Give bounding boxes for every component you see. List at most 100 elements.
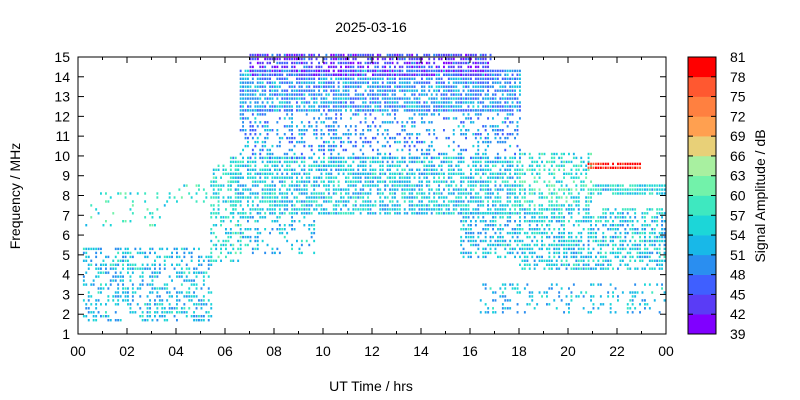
heatmap-cell bbox=[509, 243, 512, 247]
heatmap-cell bbox=[122, 291, 124, 294]
heatmap-cell bbox=[283, 125, 286, 128]
heatmap-cell bbox=[315, 168, 318, 171]
heatmap-cell bbox=[499, 243, 502, 247]
heatmap-cell bbox=[519, 93, 521, 96]
heatmap-cell bbox=[629, 251, 632, 255]
heatmap-cell bbox=[479, 136, 482, 140]
heatmap-cell bbox=[225, 200, 227, 203]
heatmap-cell bbox=[340, 53, 342, 57]
heatmap-cell bbox=[484, 73, 487, 76]
heatmap-cell bbox=[239, 73, 242, 76]
heatmap-cell bbox=[597, 243, 600, 247]
heatmap-cell bbox=[536, 231, 539, 235]
heatmap-cell bbox=[325, 200, 328, 203]
heatmap-cell bbox=[421, 57, 423, 61]
heatmap-cell bbox=[207, 299, 210, 302]
heatmap-cell bbox=[408, 57, 411, 61]
heatmap-cell bbox=[261, 192, 264, 195]
heatmap-cell bbox=[511, 133, 514, 136]
heatmap-cell bbox=[489, 77, 492, 80]
heatmap-cell bbox=[264, 109, 267, 112]
heatmap-cell bbox=[251, 216, 254, 219]
heatmap-cell bbox=[541, 196, 543, 199]
heatmap-cell bbox=[421, 184, 423, 187]
heatmap-cell bbox=[347, 65, 350, 69]
heatmap-cell bbox=[460, 101, 463, 104]
heatmap-cell bbox=[421, 200, 423, 203]
heatmap-cell bbox=[320, 204, 323, 207]
heatmap-cell bbox=[489, 105, 492, 108]
heatmap-cell bbox=[332, 57, 335, 61]
heatmap-cell bbox=[391, 61, 394, 65]
heatmap-cell bbox=[501, 97, 504, 100]
heatmap-cell bbox=[298, 77, 301, 80]
heatmap-cell bbox=[149, 275, 151, 278]
heatmap-cell bbox=[337, 81, 340, 84]
heatmap-cell bbox=[575, 220, 578, 223]
heatmap-cell bbox=[617, 267, 619, 270]
heatmap-cell bbox=[536, 164, 539, 167]
heatmap-cell bbox=[283, 208, 286, 211]
heatmap-cell bbox=[234, 156, 237, 160]
heatmap-cell bbox=[504, 109, 507, 112]
heatmap-cell bbox=[340, 160, 342, 164]
heatmap-cell bbox=[271, 204, 274, 207]
heatmap-cell bbox=[82, 279, 85, 282]
heatmap-cell bbox=[528, 188, 531, 191]
heatmap-cell bbox=[514, 188, 516, 191]
heatmap-cell bbox=[509, 176, 512, 179]
heatmap-cell bbox=[582, 220, 585, 223]
heatmap-cell bbox=[352, 85, 355, 88]
heatmap-cell bbox=[315, 208, 318, 211]
heatmap-cell bbox=[281, 204, 284, 207]
heatmap-cell bbox=[384, 109, 387, 112]
heatmap-cell bbox=[523, 196, 526, 199]
heatmap-cell bbox=[168, 295, 171, 298]
heatmap-cell bbox=[217, 239, 220, 243]
heatmap-cell bbox=[389, 136, 391, 140]
heatmap-cell bbox=[592, 228, 595, 231]
heatmap-cell bbox=[364, 200, 367, 203]
heatmap-cell bbox=[327, 200, 330, 203]
heatmap-cell bbox=[379, 196, 382, 199]
heatmap-cell bbox=[313, 97, 316, 100]
heatmap-cell bbox=[401, 121, 404, 124]
heatmap-cell bbox=[330, 212, 333, 215]
heatmap-cell bbox=[423, 212, 426, 215]
heatmap-cell bbox=[443, 109, 445, 112]
heatmap-cell bbox=[494, 125, 497, 128]
heatmap-cell bbox=[298, 105, 301, 108]
heatmap-cell bbox=[443, 69, 445, 73]
heatmap-cell bbox=[286, 113, 289, 116]
heatmap-cell bbox=[413, 69, 416, 73]
heatmap-cell bbox=[484, 235, 487, 239]
heatmap-cell bbox=[501, 228, 504, 231]
heatmap-cell bbox=[269, 184, 271, 187]
heatmap-cell bbox=[376, 160, 379, 164]
heatmap-cell bbox=[443, 212, 445, 215]
heatmap-cell bbox=[266, 243, 269, 247]
heatmap-cell bbox=[560, 180, 563, 183]
heatmap-cell bbox=[558, 156, 561, 160]
heatmap-cell bbox=[499, 109, 502, 112]
heatmap-cell bbox=[514, 231, 516, 235]
heatmap-cell bbox=[372, 156, 374, 160]
heatmap-cell bbox=[342, 73, 345, 76]
heatmap-cell bbox=[195, 315, 198, 318]
heatmap-cell bbox=[548, 204, 551, 207]
heatmap-cell bbox=[293, 156, 296, 160]
heatmap-cell bbox=[577, 231, 580, 235]
heatmap-cell bbox=[575, 263, 578, 266]
heatmap-cell bbox=[308, 204, 311, 207]
heatmap-cell bbox=[325, 212, 328, 215]
heatmap-cell bbox=[457, 144, 460, 148]
heatmap-cell bbox=[474, 89, 477, 92]
heatmap-cell bbox=[261, 140, 264, 144]
heatmap-cell bbox=[315, 184, 318, 187]
heatmap-cell bbox=[428, 133, 431, 136]
heatmap-cell bbox=[563, 224, 565, 227]
heatmap-cell bbox=[376, 140, 379, 144]
heatmap-cell bbox=[401, 156, 404, 160]
heatmap-cell bbox=[467, 200, 470, 203]
heatmap-cell bbox=[541, 152, 543, 156]
